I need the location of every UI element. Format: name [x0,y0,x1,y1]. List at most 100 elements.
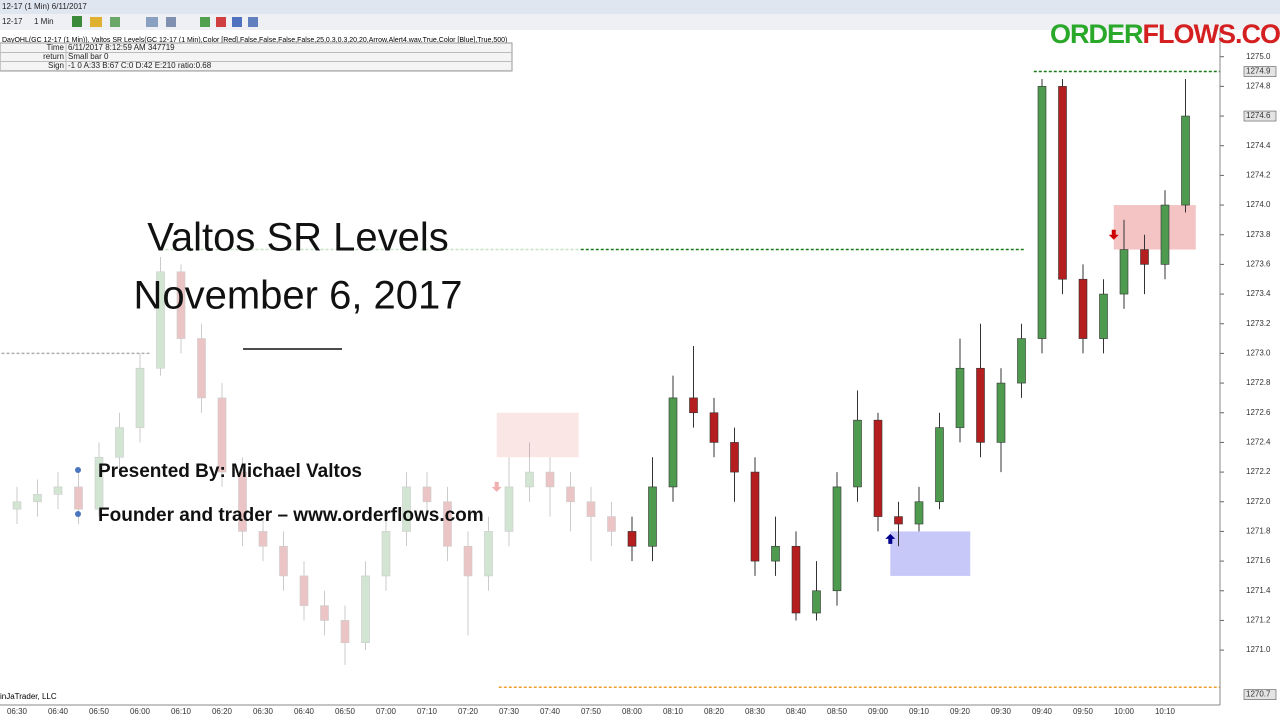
info-key: Time [47,43,65,52]
candle-body [53,486,63,495]
candle-body [156,271,165,369]
price-marker [1243,689,1277,700]
candle [935,412,944,510]
candle-body [1119,249,1129,295]
candle [463,531,473,636]
y-tick-label: 1271.6 [1246,556,1271,565]
candle-body [1037,86,1047,339]
x-tick-label: 09:40 [1032,707,1053,716]
candle [156,256,165,376]
candle-body [381,531,391,577]
toolbar-icons [72,16,258,27]
candle-body [1181,115,1190,206]
candle [1160,190,1170,280]
candle-body [94,456,104,510]
info-value: Small bar 0 [68,52,109,61]
title-bar [0,0,1280,14]
instrument-select[interactable]: 12-17 [2,17,23,26]
candle [1017,323,1026,398]
x-tick-label: 08:40 [786,707,807,716]
x-tick-label: 10:10 [1155,707,1176,716]
price-axis [1220,30,1280,720]
candle-body [115,427,124,458]
candle-body [894,516,903,525]
candle-body [197,338,206,399]
candle-body [914,501,924,525]
candle [217,383,227,487]
candle-body [33,494,42,503]
x-tick-label: 09:10 [909,707,930,716]
x-tick-label: 09:00 [868,707,889,716]
candle [955,338,965,443]
candle-body [299,575,309,606]
x-tick-label: 06:00 [130,707,151,716]
price-marker [1243,66,1277,77]
candle-body [935,427,944,503]
candle-body [279,545,288,577]
y-tick-label: 1272.2 [1246,467,1271,476]
candle [115,412,124,473]
y-tick-label: 1271.0 [1246,645,1271,654]
candle-body [566,486,575,503]
y-tick-label: 1274.8 [1246,81,1271,90]
y-tick-label: 1275.0 [1246,52,1271,61]
candle-body [955,367,965,428]
candle-body [730,442,739,473]
candle [53,472,63,510]
candle-body [74,486,83,510]
overlay-subtitle: November 6, 2017 [133,274,462,318]
info-value: -1 0 A:33 B:67 C:0 D:42 E:210 ratio:0.68 [68,61,212,70]
candle [33,479,42,517]
y-tick-label: 1272.6 [1246,408,1271,417]
candle [258,516,268,562]
x-tick-label: 06:30 [7,707,28,716]
candle [832,472,842,606]
x-tick-label: 08:50 [827,707,848,716]
info-value: 6/11/2017 8:12:59 AM 347719 [68,43,175,52]
toolbar [0,14,1280,30]
candle [627,516,637,562]
candle-body [12,501,22,510]
y-tick-label: 1271.4 [1246,586,1271,595]
y-tick-label: 1273.6 [1246,260,1271,269]
candle-body [648,486,657,547]
x-tick-label: 07:30 [499,707,520,716]
candle [279,531,288,591]
candle [299,561,309,621]
candle [176,264,186,354]
sr-zone [890,531,971,576]
candle [976,323,985,458]
candle-body [443,501,452,547]
footer-copyright: inJaTrader, LLC [0,692,57,701]
candle [484,516,493,591]
x-tick-label: 08:30 [745,707,766,716]
candle-body [217,397,227,473]
candle [914,486,924,532]
x-tick-label: 08:00 [622,707,643,716]
y-tick-label: 1274.2 [1246,170,1271,179]
candle [586,486,596,562]
x-tick-label: 07:50 [581,707,602,716]
x-tick-label: 06:40 [48,707,69,716]
y-tick-label: 1271.8 [1246,527,1271,536]
candle [525,442,534,502]
candle-body [709,412,719,443]
candle [668,375,678,502]
candle-body [771,545,780,562]
signal-arrow [885,533,896,544]
candle [12,486,22,525]
y-tick-label: 1273.2 [1246,319,1271,328]
interval-select[interactable]: 1 Min [34,17,54,26]
y-tick-label: 1271.2 [1246,616,1271,625]
candle-body [627,531,637,547]
candle-body [545,471,555,488]
info-key: return [43,52,64,61]
candle-body [422,486,432,503]
candle [607,501,616,547]
candle [709,397,719,458]
overlay-title: Valtos SR Levels [147,216,449,260]
candle [381,516,391,591]
y-tick-label: 1272.4 [1246,438,1271,447]
x-tick-label: 07:40 [540,707,561,716]
candle [996,368,1006,473]
